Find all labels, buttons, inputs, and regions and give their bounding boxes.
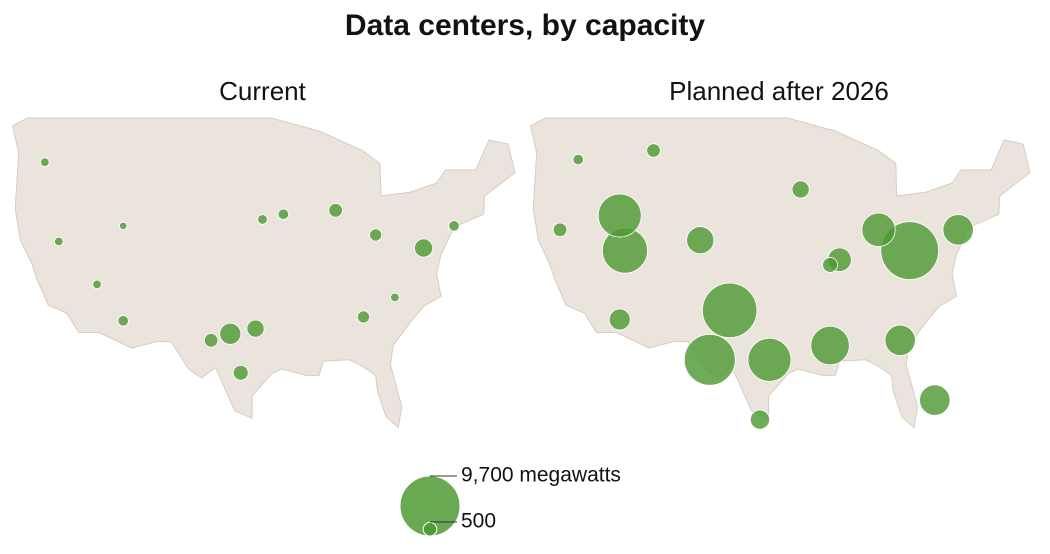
capacity-bubble <box>390 292 400 303</box>
legend-label: 9,700 megawatts <box>461 464 621 487</box>
legend-bubble <box>422 521 438 537</box>
map-title: Planned after 2026 <box>669 76 889 106</box>
capacity-bubble <box>232 364 249 381</box>
capacity-bubble <box>646 143 661 158</box>
capacity-bubble <box>92 279 102 290</box>
capacity-bubble <box>257 214 268 225</box>
capacity-bubble <box>686 226 715 255</box>
capacity-bubble <box>357 310 370 324</box>
title: Data centers, by capacity <box>345 9 705 42</box>
us-outline <box>12 117 516 429</box>
capacity-bubble <box>861 212 896 247</box>
capacity-bubble <box>608 308 631 331</box>
capacity-bubble <box>369 228 383 242</box>
capacity-bubble <box>277 208 290 220</box>
capacity-bubble <box>747 337 792 382</box>
us-outline <box>530 117 1031 429</box>
capacity-bubble <box>572 153 584 166</box>
capacity-bubble <box>597 193 642 238</box>
capacity-bubble <box>683 333 736 386</box>
map-title: Current <box>219 76 306 106</box>
capacity-bubble <box>810 325 850 366</box>
capacity-bubble <box>791 180 810 199</box>
legend-label: 500 <box>461 510 496 533</box>
capacity-bubble <box>246 319 265 338</box>
capacity-bubble <box>884 324 916 356</box>
capacity-bubble <box>749 409 770 430</box>
capacity-bubble <box>919 384 951 416</box>
capacity-bubble <box>414 238 434 258</box>
capacity-bubble <box>822 257 838 273</box>
capacity-bubble <box>119 221 128 231</box>
capacity-bubble <box>54 236 64 247</box>
capacity-bubble <box>942 214 974 246</box>
capacity-bubble <box>40 157 50 167</box>
capacity-bubble <box>219 322 242 345</box>
capacity-bubble <box>448 220 460 232</box>
capacity-bubble <box>552 222 568 238</box>
capacity-bubble <box>117 315 129 327</box>
capacity-bubble <box>328 203 343 218</box>
capacity-bubble <box>203 333 219 348</box>
capacity-bubble <box>880 221 939 280</box>
capacity-bubble <box>702 282 758 339</box>
